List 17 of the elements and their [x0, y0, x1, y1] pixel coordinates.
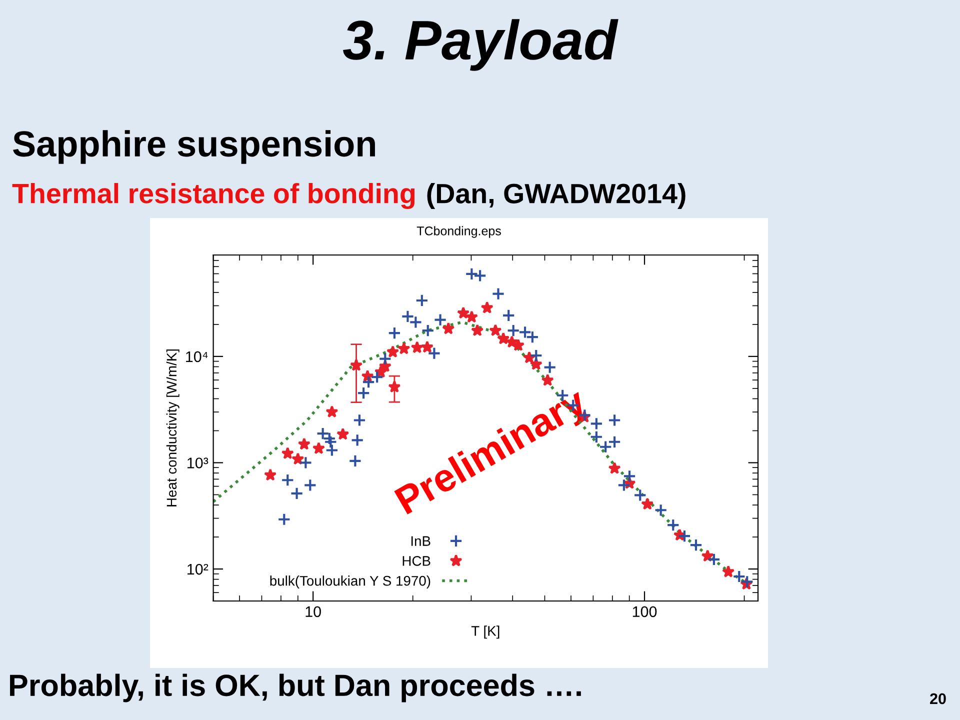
x-tick-label: 10	[306, 606, 321, 618]
x-axis-title: T [K]	[471, 626, 500, 639]
y-axis-title: Heat conductivity [W/m/K]	[166, 349, 180, 506]
text: (Dan, GWADW2014)	[427, 183, 686, 209]
y-tick-label: 10²	[188, 564, 208, 575]
y-tick-label: 10⁴	[186, 351, 208, 362]
text: Probably, it is OK, but Dan proceeds ….	[10, 674, 581, 702]
legend-label: InB	[411, 536, 430, 546]
y-tick-label: 10³	[188, 458, 208, 468]
text: Thermal resistance of bonding	[12, 182, 415, 210]
text: 20	[930, 693, 946, 704]
legend-label: bulk(Touloukian Y S 1970)	[270, 576, 430, 588]
x-tick-label: 100	[632, 606, 657, 618]
legend-label: HCB	[402, 556, 430, 566]
chart-title: 3. Payload	[343, 19, 618, 71]
text: TCbonding.eps	[416, 226, 501, 238]
chart-subtitle: Sapphire suspension	[13, 130, 375, 164]
